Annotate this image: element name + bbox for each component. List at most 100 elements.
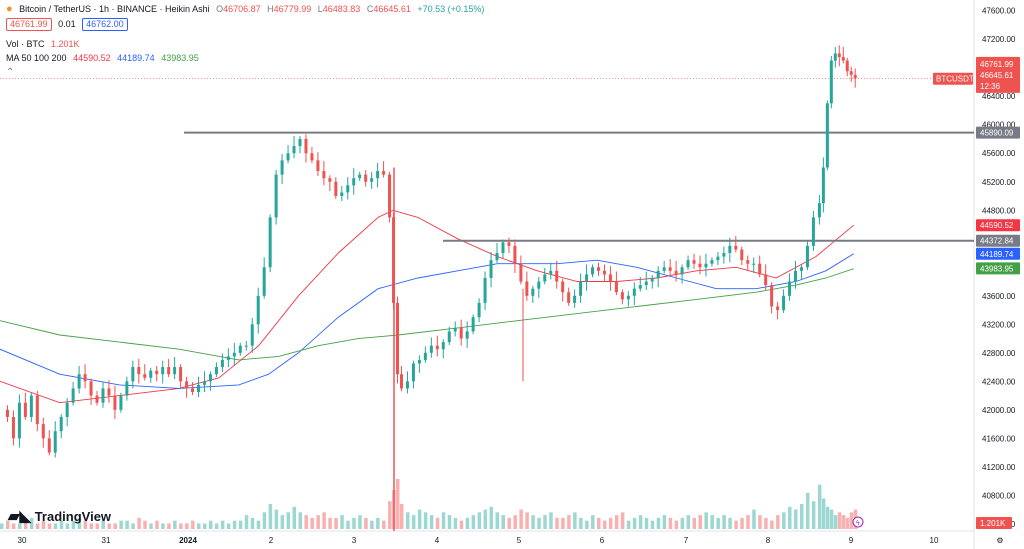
volume-bar xyxy=(821,498,826,529)
candle-body xyxy=(698,263,702,268)
candle-body xyxy=(83,374,87,382)
ma50-tag-text: 44590.52 xyxy=(980,221,1014,230)
candle-body xyxy=(853,74,857,79)
volume-bar xyxy=(561,517,565,529)
close-price-text: 46645.61 xyxy=(980,71,1014,80)
candle-body xyxy=(304,138,308,154)
candle-body xyxy=(370,178,374,182)
candle-body xyxy=(396,302,400,375)
volume-legend[interactable]: Vol · BTC 1.201K xyxy=(6,38,84,50)
volume-bar xyxy=(346,520,350,529)
buy-button[interactable]: 46762.00 xyxy=(82,18,128,31)
volume-bar xyxy=(716,517,720,529)
volume-bar xyxy=(453,517,458,529)
candle-body xyxy=(770,285,774,307)
ma-label: MA 50 100 200 xyxy=(6,53,67,63)
volume-bar xyxy=(214,523,219,529)
candle-body xyxy=(238,345,242,353)
candle-body xyxy=(507,242,511,246)
volume-bars xyxy=(0,479,858,529)
candle-body xyxy=(11,416,15,439)
candle-body xyxy=(292,146,296,154)
sell-button[interactable]: 46761.99 xyxy=(6,18,52,31)
volume-bar xyxy=(614,515,619,529)
time-axis[interactable]: 30 31 2024 2 3 4 5 6 7 8 9 10 ⚙ xyxy=(18,536,1004,545)
volume-bar xyxy=(101,520,105,529)
bid-ask-row: 46761.99 0.01 46762.00 xyxy=(6,18,132,31)
volume-bar xyxy=(704,512,708,529)
candle-body xyxy=(417,359,421,364)
candle-body xyxy=(579,281,583,296)
horizontal-lines[interactable] xyxy=(0,78,974,242)
volume-bar xyxy=(465,517,470,529)
volume-bar xyxy=(197,523,201,529)
candle-body xyxy=(346,185,350,193)
candle-body xyxy=(585,274,589,282)
volume-bar xyxy=(680,517,685,529)
price-tick-label: 43600.00 xyxy=(982,292,1016,301)
candle-body xyxy=(821,167,825,204)
candle-body xyxy=(501,242,505,254)
candle-body xyxy=(77,374,81,389)
candle-body xyxy=(143,374,147,378)
volume-bar xyxy=(77,517,82,529)
tradingview-logo[interactable]: ▰◣ TradingView xyxy=(8,507,111,525)
candle-body xyxy=(286,153,290,161)
symbol-tag-bg xyxy=(933,72,973,85)
collapse-legend-icon[interactable]: ⌃ xyxy=(6,67,15,78)
candle-body xyxy=(561,281,565,293)
symbol-legend[interactable]: ● Bitcoin / TetherUS · 1h · BINANCE · He… xyxy=(6,3,488,15)
ma-legend[interactable]: MA 50 100 200 44590.52 44189.74 43983.95 xyxy=(6,52,203,64)
volume-bar xyxy=(268,504,273,529)
candle-body xyxy=(113,395,117,410)
volume-bar xyxy=(340,515,344,529)
symbol-title: Bitcoin / TetherUS · 1h · BINANCE · Heik… xyxy=(19,4,210,14)
volume-bar xyxy=(471,515,476,529)
time-tick-label: 2024 xyxy=(179,536,197,545)
candle-body xyxy=(656,270,660,278)
candle-body xyxy=(549,270,553,275)
candle-body xyxy=(608,274,612,282)
volume-bar xyxy=(322,512,326,529)
candle-body xyxy=(614,281,618,293)
tradingview-logo-text: TradingView xyxy=(34,509,112,524)
time-tick-label: 10 xyxy=(930,536,939,545)
candle-body xyxy=(328,178,332,182)
volume-bar xyxy=(833,515,838,529)
candle-body xyxy=(274,174,278,218)
volume-bar xyxy=(125,520,129,529)
candle-body xyxy=(453,327,457,332)
candle-body xyxy=(829,60,833,104)
volume-bar xyxy=(668,517,673,529)
volume-bar xyxy=(370,520,374,529)
volume-bar xyxy=(310,517,314,529)
volume-bar xyxy=(608,517,613,529)
candle-body xyxy=(352,178,356,186)
candle-body xyxy=(746,260,750,264)
candle-body xyxy=(405,381,409,389)
price-change: +70.53 (+0.15%) xyxy=(417,4,485,14)
candle-body xyxy=(376,171,380,179)
candle-body xyxy=(137,367,141,375)
volume-bar xyxy=(382,520,386,529)
ma50-value: 44590.52 xyxy=(73,53,111,63)
candle-body xyxy=(459,327,463,339)
volume-bar xyxy=(537,517,541,529)
symbol-tag-text: BTCUSDT xyxy=(936,75,974,84)
volume-bar xyxy=(232,520,237,529)
candle-body xyxy=(35,395,39,425)
candle-body xyxy=(179,367,183,382)
candle-body xyxy=(817,203,821,218)
volume-bar xyxy=(597,517,601,529)
volume-bar xyxy=(710,515,714,529)
volume-bar xyxy=(507,517,511,529)
volume-bar xyxy=(626,520,631,529)
ma200-line xyxy=(0,268,854,361)
bid-price-text: 46761.99 xyxy=(980,60,1014,69)
candle-body xyxy=(232,352,236,357)
symbol-tag: BTCUSDT xyxy=(933,72,974,85)
hline1-tag-text: 45890.09 xyxy=(980,129,1014,138)
volume-bar xyxy=(602,520,607,529)
candle-body xyxy=(131,367,135,382)
